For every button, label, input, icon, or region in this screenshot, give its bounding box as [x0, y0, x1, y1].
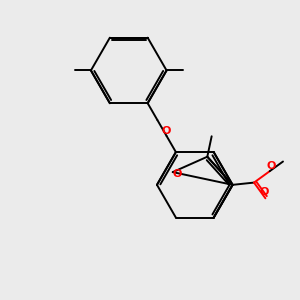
Text: O: O [266, 161, 276, 171]
Text: O: O [161, 126, 171, 136]
Text: O: O [259, 187, 268, 197]
Text: O: O [172, 169, 182, 178]
